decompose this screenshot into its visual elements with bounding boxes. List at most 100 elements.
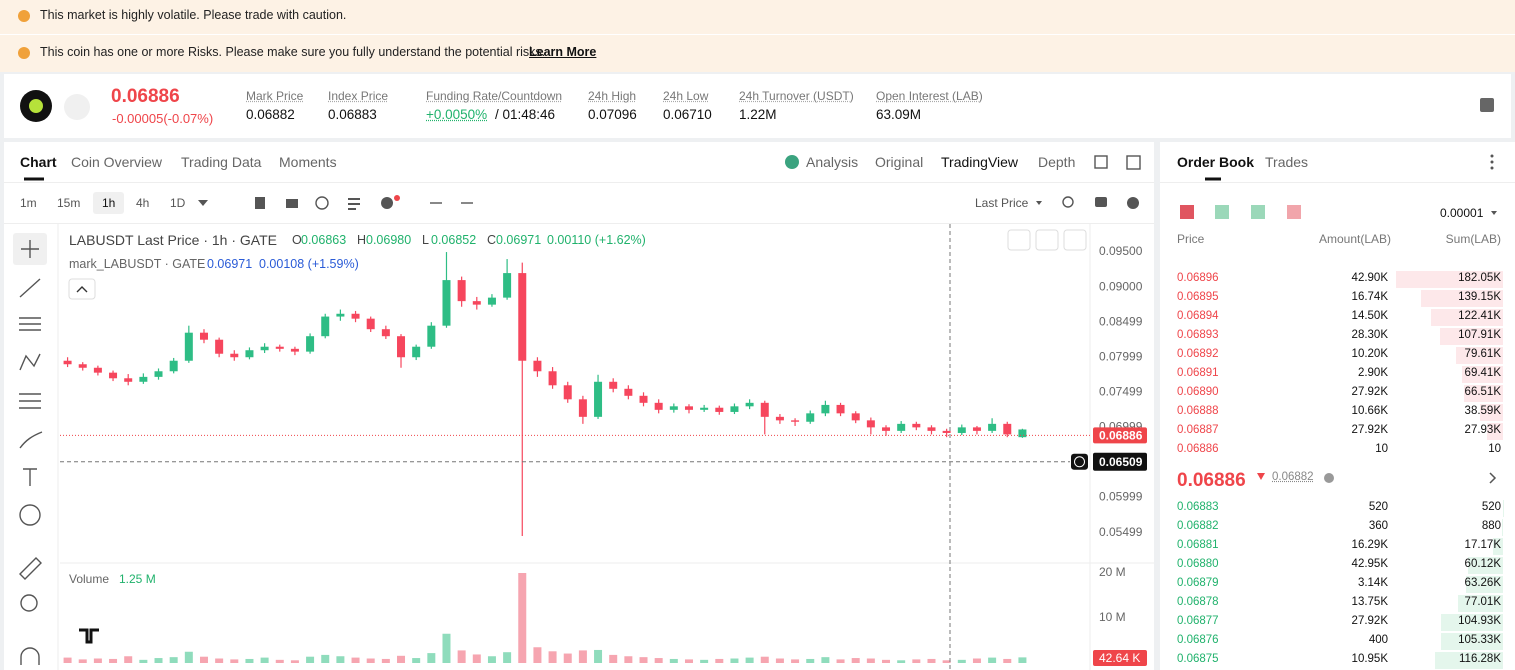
depth-bar [1467,557,1503,574]
ob-tab[interactable]: Order Book [1177,154,1255,170]
volume-bar [169,657,178,663]
candle-body [851,413,860,421]
candle-body [866,420,875,428]
warning-icon [18,47,30,59]
add-order-button[interactable] [1071,453,1088,470]
mid-price: 0.06886 [1177,470,1246,491]
volume-bar [942,660,951,663]
ob-sum: 38.59K [1464,405,1501,417]
last-price-text: 0.06886 [1099,429,1143,443]
candle-body [1003,423,1012,435]
candle-body [745,402,754,407]
ob-price: 0.06888 [1177,405,1219,417]
stat-value: 1.22M [739,107,777,122]
ohlc-label: O [292,233,302,247]
candle-body [533,360,542,372]
ob-amount: 10 [1375,443,1388,455]
candle-body [397,336,406,358]
candle-body [806,413,815,422]
ob-price: 0.06894 [1177,310,1219,322]
volume-bar [912,659,921,663]
ohlc-label: L [422,233,429,247]
volume-bar [866,658,875,663]
ob-amount: 27.92K [1351,386,1388,398]
ob-price: 0.06881 [1177,539,1219,551]
candle-body [518,273,527,361]
candle-body [215,339,224,354]
volume-bar [321,654,330,663]
divider [1160,182,1515,183]
volume-bar [760,656,769,663]
ob-price: 0.06877 [1177,615,1219,627]
candle-body [427,325,436,347]
last-price-tag [1093,427,1147,444]
ob-amount: 13.75K [1351,596,1388,608]
depth-bar [1502,519,1503,536]
candle-body [791,420,800,422]
price-type[interactable]: Last Price [975,196,1029,210]
candle-body [1018,429,1027,438]
tab[interactable]: Coin Overview [71,154,163,170]
candle-body [684,406,693,410]
volume-bar [548,651,557,663]
volume-bar [124,656,133,663]
candle-body [942,430,951,433]
candle-body [609,381,618,389]
y-tick-label: 0.09000 [1099,279,1143,293]
ob-amount: 10.20K [1351,348,1388,360]
ohlc-change: 0.00110 (+1.62%) [547,233,646,247]
ob-sum: 880 [1481,520,1501,532]
depth-bar [1465,576,1503,593]
drawing-tools[interactable] [13,233,47,665]
volume-bar [1003,658,1012,663]
ob-amount: 360 [1368,520,1388,532]
candle-body [624,388,633,396]
stat-label: Open Interest (LAB) [876,89,983,103]
depth-bar [1480,404,1503,421]
candle-body [882,427,891,431]
volume-bar [654,658,663,663]
candle-body [927,427,936,431]
candle-body [457,280,466,302]
ob-price: 0.06891 [1177,367,1219,379]
candle-body [275,346,284,349]
tab[interactable]: Moments [279,154,337,170]
interval[interactable]: 4h [136,196,150,210]
interval[interactable]: 1m [20,196,37,210]
tab[interactable]: Trading Data [181,154,262,170]
depth-bar [1486,423,1503,440]
precision[interactable]: 0.00001 [1440,206,1484,220]
view-option[interactable]: Depth [1038,154,1076,170]
candle-body [306,336,315,352]
volume-bar [139,659,148,663]
candle-body [78,364,87,368]
ob-amount: 16.74K [1351,291,1388,303]
order-book-panel [1160,142,1515,670]
tab[interactable]: Chart [20,154,57,170]
ob-header: Sum(LAB) [1445,232,1501,246]
ob-sum: 107.91K [1458,329,1501,341]
notes-icon[interactable] [1480,98,1494,112]
depth-bar [1396,271,1503,288]
volume-bar [442,633,451,663]
view-option[interactable]: TradingView [941,154,1019,170]
interval[interactable]: 1D [170,196,186,210]
view-option[interactable]: Original [875,154,924,170]
favorite-star[interactable] [64,94,90,120]
candle-body [487,297,496,305]
volume-bar [988,657,997,663]
view-option[interactable]: Analysis [806,154,859,170]
volume-bar [366,658,375,663]
candle-body [472,301,481,305]
toolbar-icons[interactable] [68,154,1497,644]
volume-bar [184,651,193,663]
volume-bar [63,657,72,663]
ob-tab[interactable]: Trades [1265,154,1309,170]
learn-more-link[interactable]: Learn More [529,45,597,59]
volume-bar [215,658,224,663]
interval[interactable]: 15m [57,196,81,210]
interval[interactable]: 1h [102,196,116,210]
stat-value: 0.06882 [246,107,295,122]
volume-bar [639,657,648,663]
